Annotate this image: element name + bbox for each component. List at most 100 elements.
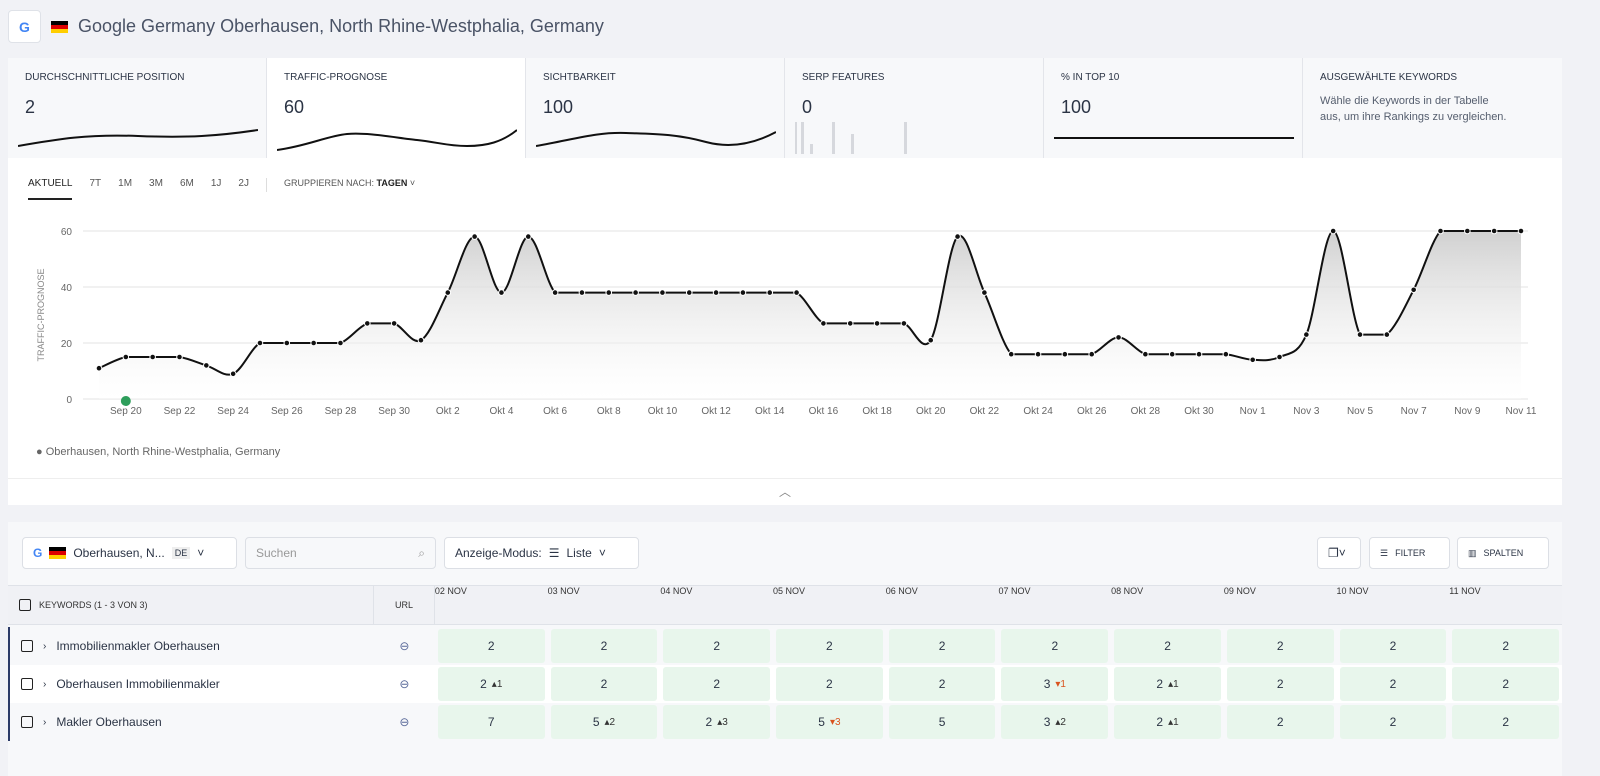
date-header[interactable]: 05 NOV (773, 586, 806, 596)
rank-cell[interactable]: 2 (435, 627, 548, 665)
row-checkbox[interactable] (21, 716, 33, 728)
data-point[interactable] (417, 336, 425, 344)
rank-cell[interactable]: 2 (886, 665, 999, 703)
collapse-chart-button[interactable]: ︿ (8, 478, 1562, 500)
tab-2j[interactable]: 2J (238, 178, 249, 189)
data-point[interactable] (283, 339, 291, 347)
data-point[interactable] (256, 339, 264, 347)
rank-cell[interactable]: 2 (1111, 627, 1224, 665)
tab-aktuell[interactable]: AKTUELL (28, 178, 73, 200)
data-point[interactable] (1437, 227, 1444, 235)
date-header[interactable]: 03 NOV (547, 586, 580, 596)
data-point[interactable] (1464, 227, 1471, 235)
data-point[interactable] (1276, 353, 1283, 361)
metric-average-position[interactable]: DURCHSCHNITTLICHE POSITION 2 (8, 58, 267, 158)
data-point[interactable] (1142, 350, 1149, 358)
metric-top10[interactable]: % IN TOP 10 100 (1044, 58, 1303, 158)
data-point[interactable] (605, 289, 613, 296)
data-point[interactable] (981, 289, 988, 296)
date-header[interactable]: 08 NOV (1111, 586, 1144, 596)
link-icon[interactable]: ⊖ (399, 677, 410, 691)
select-all-checkbox[interactable] (19, 599, 31, 611)
data-point[interactable] (1383, 331, 1391, 338)
rank-cell[interactable]: 2 (998, 627, 1111, 665)
data-point[interactable] (1222, 350, 1230, 358)
data-point[interactable] (1356, 331, 1364, 338)
data-point[interactable] (1303, 331, 1310, 338)
data-point[interactable] (578, 289, 586, 296)
search-input[interactable]: Suchen ⌕ (245, 537, 436, 569)
rank-cell[interactable]: 2 (1224, 627, 1337, 665)
data-point[interactable] (900, 320, 908, 327)
metric-traffic-forecast[interactable]: TRAFFIC-PROGNOSE 60 (267, 58, 526, 158)
date-header[interactable]: 10 NOV (1336, 586, 1369, 596)
data-point[interactable] (551, 289, 559, 296)
metric-serp-features[interactable]: SERP FEATURES 0 (785, 58, 1044, 158)
table-row[interactable]: › Immobilienmakler Oberhausen ⊖ 2 2 2 2 2 2 2 2 2 2 (8, 627, 1562, 665)
data-point[interactable] (1249, 356, 1256, 364)
date-header[interactable]: 11 NOV (1449, 586, 1481, 596)
table-row[interactable]: › Makler Oberhausen ⊖ 7 5 ▴2 2 ▴3 5 ▾3 5 3 ▴2 2 ▴1 2 2 2 (8, 703, 1562, 741)
data-point[interactable] (95, 364, 103, 372)
expand-chevron-icon[interactable]: › (43, 640, 47, 652)
date-header[interactable]: 07 NOV (998, 586, 1031, 596)
rank-cell[interactable]: 2 (548, 665, 661, 703)
data-point[interactable] (739, 289, 747, 296)
data-point[interactable] (364, 320, 371, 327)
rank-cell[interactable]: 2 (1337, 665, 1450, 703)
table-row[interactable]: › Oberhausen Immobilienmakler ⊖ 2 ▴1 2 2 2 2 3 ▾1 2… (8, 665, 1562, 703)
rank-cell[interactable]: 2 ▴3 (660, 703, 773, 741)
rank-cell[interactable]: 2 (1449, 627, 1562, 665)
data-point[interactable] (498, 289, 505, 296)
metric-visibility[interactable]: SICHTBARKEIT 100 (526, 58, 785, 158)
data-point[interactable] (310, 339, 317, 347)
data-point[interactable] (712, 289, 720, 296)
data-point[interactable] (846, 320, 854, 327)
rank-cell[interactable]: 2 (1224, 703, 1337, 741)
data-point[interactable] (524, 233, 532, 240)
rank-cell[interactable]: 5 (886, 703, 999, 741)
data-point[interactable] (1329, 227, 1337, 235)
data-point[interactable] (229, 370, 237, 378)
expand-chevron-icon[interactable]: › (43, 716, 47, 728)
rank-cell[interactable]: 2 (660, 627, 773, 665)
rank-cell[interactable]: 2 (660, 665, 773, 703)
expand-chevron-icon[interactable]: › (43, 678, 47, 690)
date-header[interactable]: 02 NOV (434, 586, 467, 596)
rank-cell[interactable]: 7 (435, 703, 548, 741)
rank-cell[interactable]: 2 (1224, 665, 1337, 703)
rank-cell[interactable]: 5 ▴2 (548, 703, 661, 741)
group-by-dropdown[interactable]: GRUPPIEREN NACH: TAGEN ˅ (283, 178, 416, 188)
data-point[interactable] (337, 339, 344, 347)
location-selector[interactable]: G Oberhausen, N... DE ˅ (22, 537, 237, 569)
data-point[interactable] (927, 336, 935, 344)
date-header[interactable]: 06 NOV (885, 586, 918, 596)
copy-button[interactable]: ❐˅ (1317, 537, 1361, 569)
rank-cell[interactable]: 2 (1337, 703, 1450, 741)
data-point[interactable] (1007, 350, 1015, 358)
data-point[interactable] (873, 320, 881, 327)
data-point[interactable] (1115, 334, 1122, 341)
data-point[interactable] (1088, 350, 1096, 358)
data-point[interactable] (390, 320, 398, 327)
tab-1m[interactable]: 1M (118, 178, 133, 189)
rank-cell[interactable]: 2 ▴1 (1111, 703, 1224, 741)
data-point[interactable] (766, 289, 774, 296)
tab-6m[interactable]: 6M (179, 178, 194, 189)
rank-cell[interactable]: 3 ▾1 (998, 665, 1111, 703)
rank-cell[interactable]: 2 (773, 665, 886, 703)
data-point[interactable] (1517, 227, 1525, 235)
tab-7t[interactable]: 7T (89, 178, 102, 189)
rank-cell[interactable]: 2 (548, 627, 661, 665)
data-point[interactable] (1195, 350, 1203, 358)
data-point[interactable] (1061, 350, 1069, 358)
data-point[interactable] (820, 320, 827, 327)
rank-cell[interactable]: 2 ▴1 (1111, 665, 1224, 703)
link-icon[interactable]: ⊖ (399, 639, 410, 653)
data-point[interactable] (203, 362, 210, 369)
data-point[interactable] (632, 289, 639, 296)
date-header[interactable]: 09 NOV (1223, 586, 1256, 596)
columns-button[interactable]: ▥ SPALTEN (1457, 537, 1549, 569)
data-point[interactable] (122, 353, 130, 361)
display-mode-dropdown[interactable]: Anzeige-Modus: ☰ Liste ˅ (444, 537, 639, 569)
